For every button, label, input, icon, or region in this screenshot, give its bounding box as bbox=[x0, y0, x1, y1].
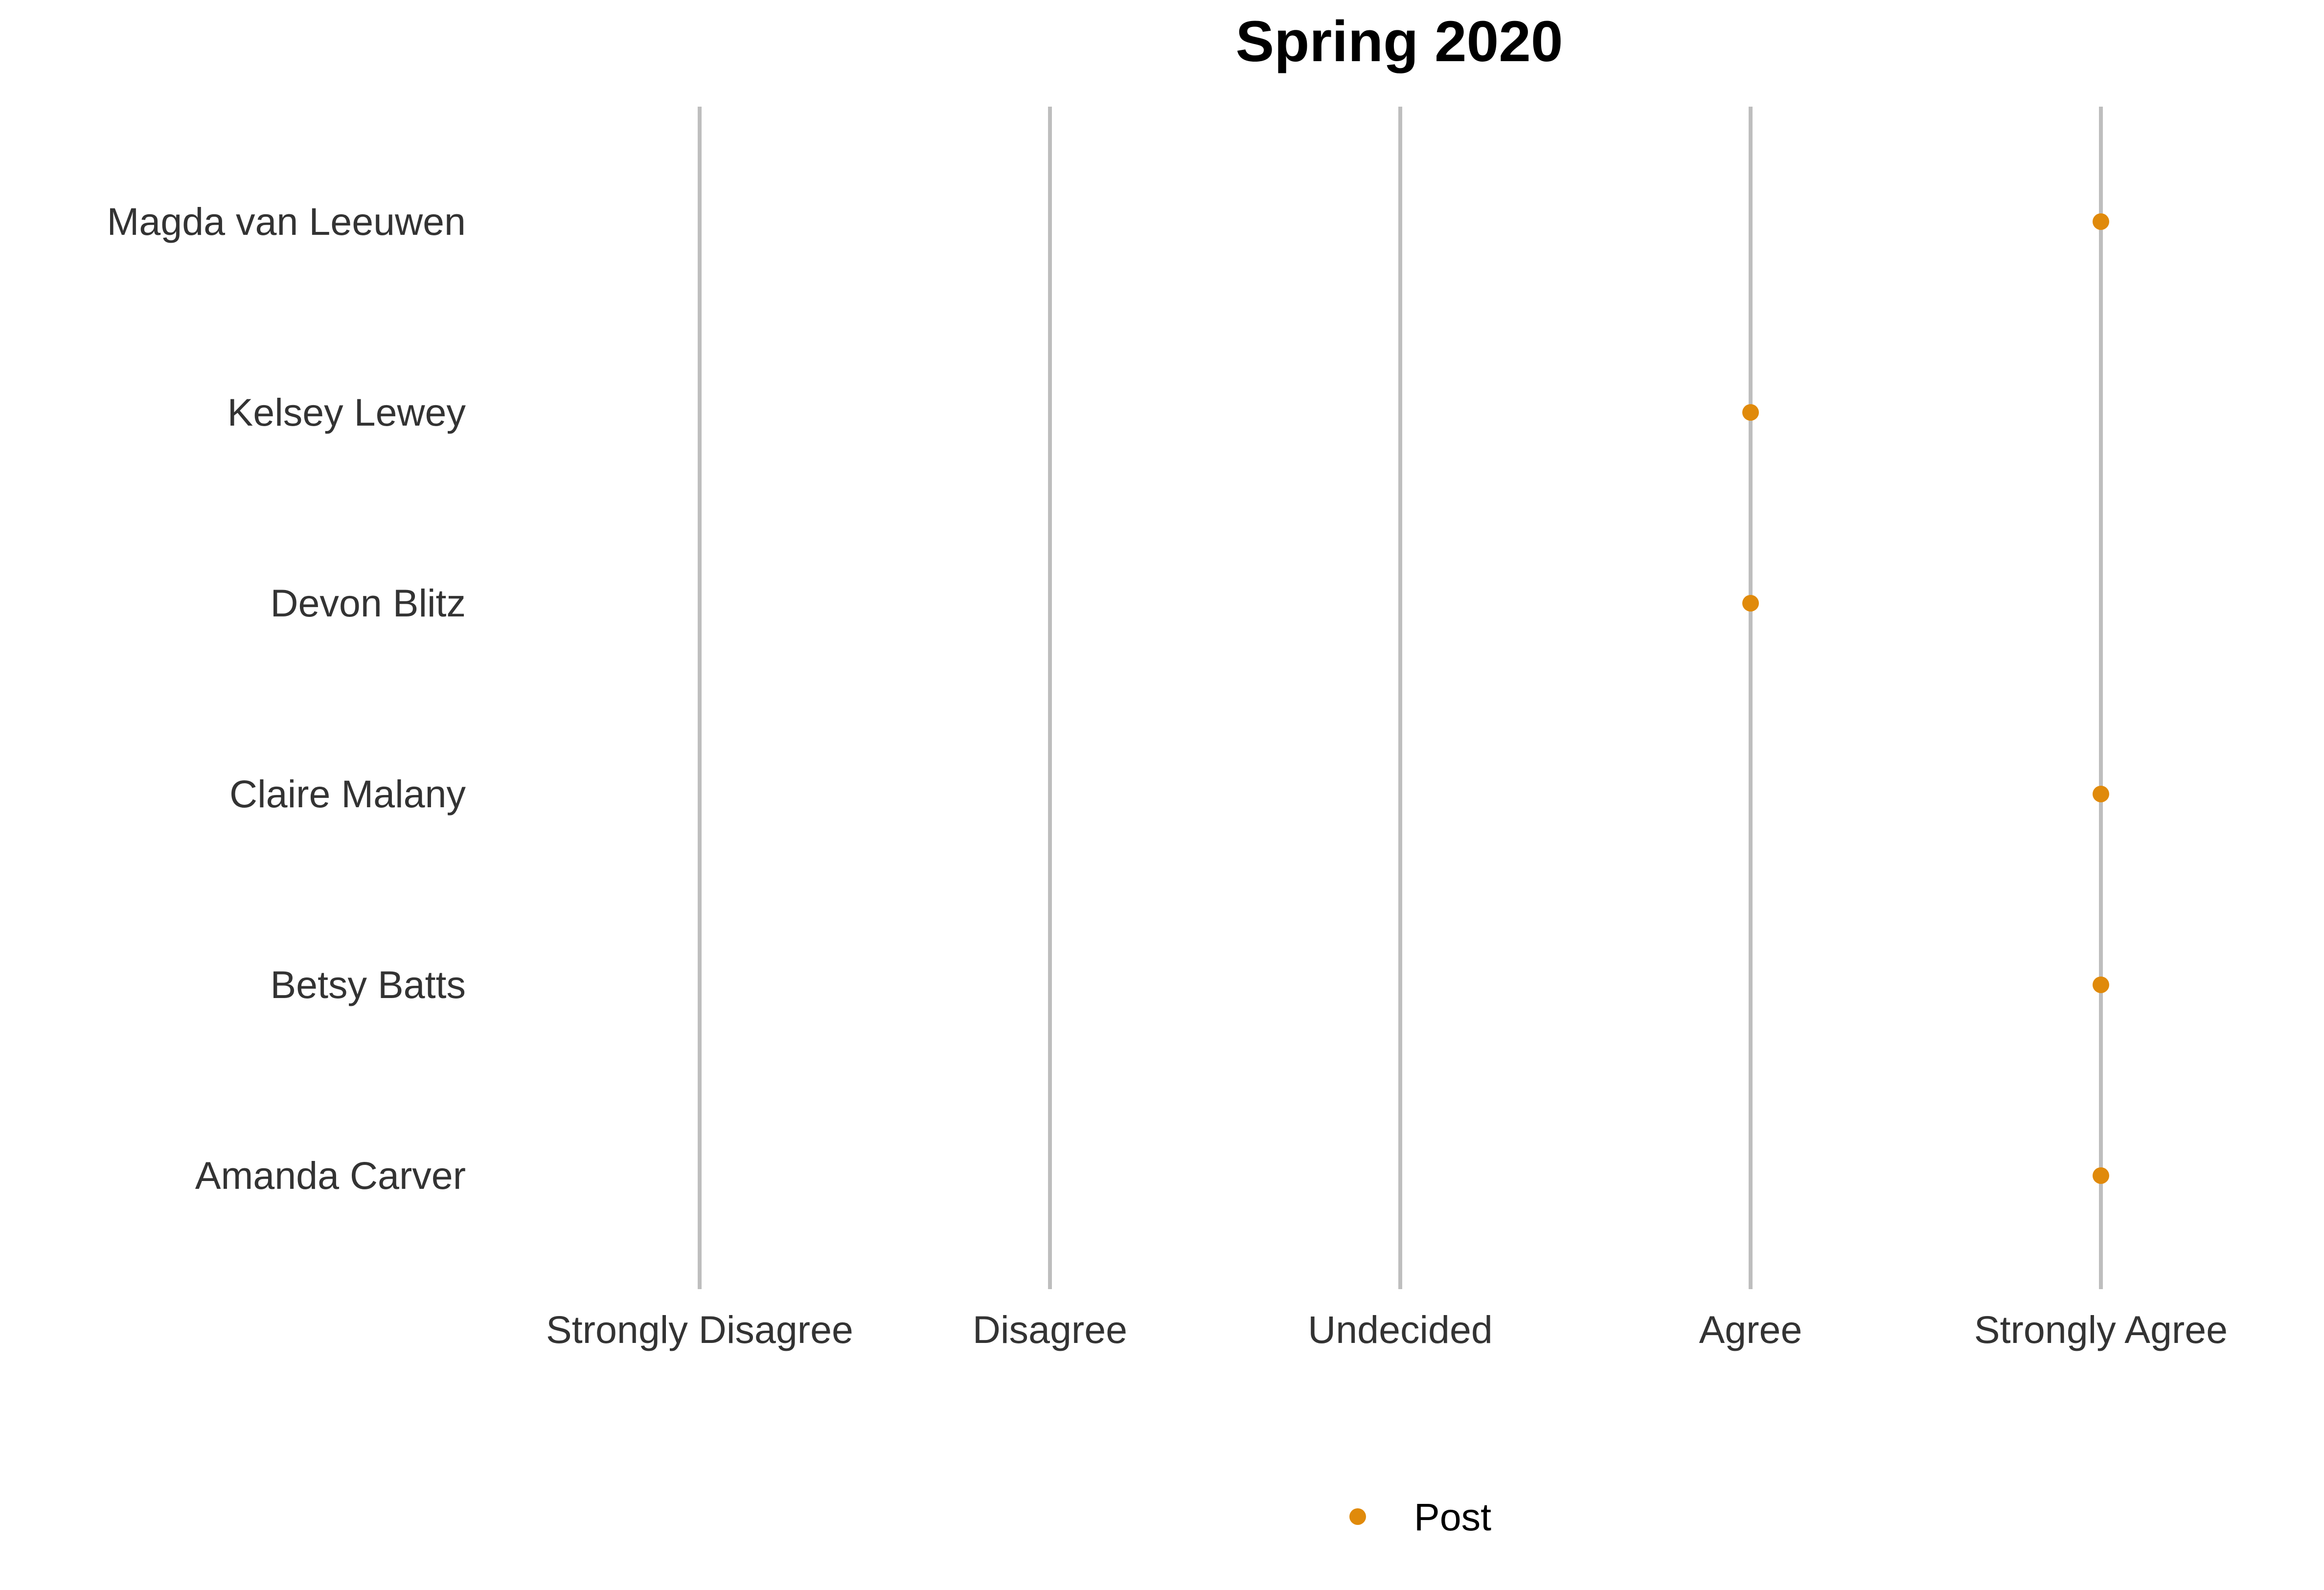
y-axis-labels: Magda van Leeuwen Kelsey Lewey Devon Blitz… bbox=[107, 200, 466, 1197]
gridlines bbox=[698, 107, 2103, 1289]
data-point bbox=[1742, 595, 1759, 612]
x-tick-label: Undecided bbox=[1308, 1308, 1493, 1351]
legend-marker bbox=[1349, 1508, 1366, 1525]
data-point bbox=[2093, 1167, 2109, 1184]
x-axis-labels: Strongly Disagree Disagree Undecided Agree S… bbox=[546, 1308, 2228, 1351]
data-points bbox=[1742, 213, 2109, 1184]
y-tick-label: Claire Malany bbox=[229, 772, 466, 816]
legend: Post bbox=[1349, 1495, 1491, 1539]
x-tick-label: Strongly Agree bbox=[1974, 1308, 2228, 1351]
chart-title: Spring 2020 bbox=[1236, 9, 1563, 74]
y-tick-label: Betsy Batts bbox=[270, 963, 466, 1006]
data-point bbox=[1742, 404, 1759, 421]
x-tick-label: Strongly Disagree bbox=[546, 1308, 853, 1351]
x-tick-label: Agree bbox=[1699, 1308, 1802, 1351]
y-tick-label: Amanda Carver bbox=[195, 1154, 466, 1197]
x-tick-label: Disagree bbox=[973, 1308, 1127, 1351]
data-point bbox=[2093, 977, 2109, 993]
y-tick-label: Kelsey Lewey bbox=[228, 390, 466, 434]
legend-label: Post bbox=[1414, 1495, 1491, 1539]
y-tick-label: Devon Blitz bbox=[270, 581, 466, 625]
data-point bbox=[2093, 213, 2109, 230]
y-tick-label: Magda van Leeuwen bbox=[107, 200, 466, 243]
data-point bbox=[2093, 786, 2109, 802]
